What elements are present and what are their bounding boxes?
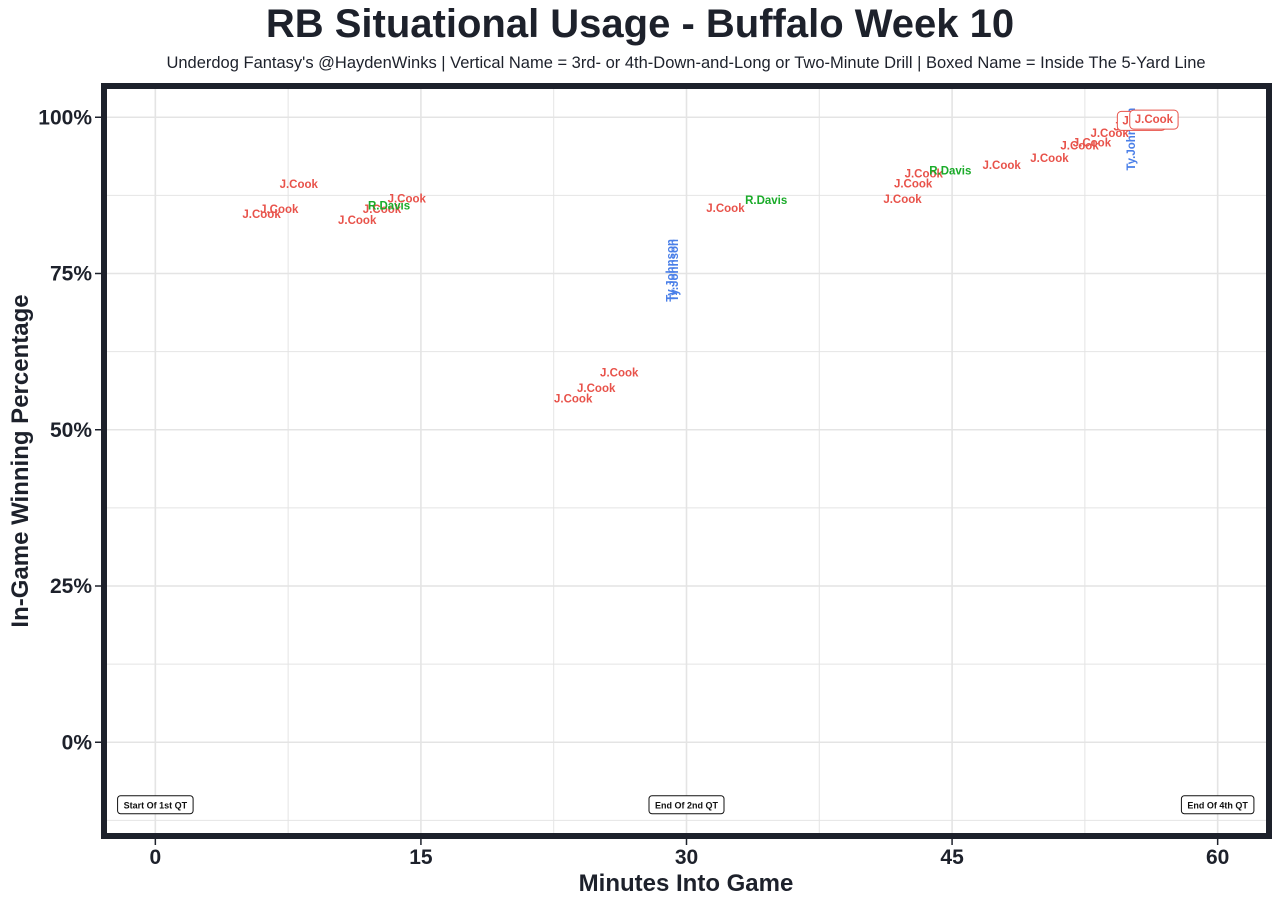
data-point: J.Cook <box>905 169 944 181</box>
data-point: J.Cook <box>363 204 402 216</box>
quarter-marker-box <box>117 795 194 815</box>
data-point: R.Davis <box>929 165 971 177</box>
data-label: R.Davis <box>368 200 410 212</box>
quarter-marker-label: Start Of 1st QT <box>124 800 188 810</box>
data-point: J.Cook <box>577 383 616 395</box>
data-label: Ty.Johnson <box>669 239 681 302</box>
data-label: J.Cook <box>894 179 933 191</box>
chart-title: RB Situational Usage - Buffalo Week 10 <box>265 2 1015 46</box>
data-label: J.Cook <box>338 215 377 227</box>
quarter-marker-label: End Of 4th QT <box>1187 800 1248 810</box>
data-label: J.Cook <box>260 204 299 216</box>
data-label: J.Cook <box>905 169 944 181</box>
data-label: J.Cook <box>883 194 922 206</box>
quarter-marker-box <box>648 795 725 815</box>
data-point: J.Cook <box>1073 137 1112 149</box>
y-tick-label: 50% <box>50 419 92 442</box>
data-point: J.Cook <box>388 194 427 206</box>
data-label: J.Cook <box>1060 140 1099 152</box>
data-point: J.Cook <box>1030 153 1069 165</box>
x-tick-label: 45 <box>940 846 964 869</box>
data-point: J.Cook <box>1090 128 1129 140</box>
data-label: J.Cook <box>363 204 402 216</box>
data-point: J.Cook <box>894 179 933 191</box>
data-label: J.Cook <box>706 203 745 215</box>
quarter-marker-box <box>1180 795 1255 815</box>
data-label: J.Cook <box>1073 137 1112 149</box>
x-axis-ticks: 0 15 30 45 60 <box>150 839 1229 869</box>
grid-lines <box>104 86 1269 836</box>
data-point: J.Cook <box>1060 140 1099 152</box>
data-point: J.Cook <box>982 160 1021 172</box>
x-axis-title: Minutes Into Game <box>579 870 794 897</box>
data-point: J.Cook <box>600 367 639 379</box>
x-tick-label: 60 <box>1206 846 1229 869</box>
data-label: J.Cook <box>388 194 427 206</box>
data-point: R.Davis <box>745 195 787 207</box>
y-axis-ticks: 0% 25% 50% 75% 100% <box>38 106 101 754</box>
data-point: Ty.Johnson <box>669 239 681 302</box>
data-label: J.Cook <box>554 394 593 406</box>
data-point: J.Cook <box>706 203 745 215</box>
y-tick-label: 100% <box>38 106 92 129</box>
data-labels: J.CookJ.CookJ.CookJ.CookJ.CookR.DavisJ.C… <box>242 108 1179 406</box>
data-point: J.Cook <box>338 215 377 227</box>
data-label: J.Cook <box>1135 114 1174 126</box>
x-tick-label: 30 <box>675 846 698 869</box>
data-label: J.Cook <box>1030 153 1069 165</box>
data-label: J.Cook <box>577 383 616 395</box>
quarter-marker: Start Of 1st QT <box>117 795 194 815</box>
data-label: R.Davis <box>929 165 971 177</box>
y-tick-label: 0% <box>62 731 93 754</box>
data-label: J.Cook <box>280 179 319 191</box>
boxed-label-frame <box>1129 109 1179 130</box>
y-tick-label: 25% <box>50 575 92 598</box>
plot-frame <box>101 83 1272 839</box>
data-label: J.Cook <box>982 160 1021 172</box>
data-point: Ty.Johnson <box>666 239 678 302</box>
quarter-marker: End Of 4th QT <box>1180 795 1255 815</box>
chart-subtitle: Underdog Fantasy's @HaydenWinks | Vertic… <box>166 54 1206 72</box>
quarter-marker-label: End Of 2nd QT <box>655 800 718 810</box>
data-point: J.Cook <box>242 209 281 221</box>
data-point: J.Cook <box>280 179 319 191</box>
data-point: J.Cook <box>883 194 922 206</box>
data-label: J.Cook <box>600 367 639 379</box>
data-label: J.Cook <box>242 209 281 221</box>
data-point: J.Cook <box>260 204 299 216</box>
data-point: J.Cook <box>554 394 593 406</box>
data-point: J.Cook <box>1129 109 1179 130</box>
y-axis-title: In-Game Winning Percentage <box>7 294 34 627</box>
data-label: Ty.Johnson <box>666 239 678 302</box>
x-tick-label: 0 <box>150 846 162 869</box>
y-tick-label: 75% <box>50 263 92 286</box>
quarter-markers: Start Of 1st QT End Of 2nd QT End Of 4th Q… <box>117 795 1255 815</box>
data-point: R.Davis <box>368 200 410 212</box>
x-tick-label: 15 <box>409 846 433 869</box>
quarter-marker: End Of 2nd QT <box>648 795 725 815</box>
data-label: R.Davis <box>745 195 787 207</box>
data-label: J.Cook <box>1090 128 1129 140</box>
